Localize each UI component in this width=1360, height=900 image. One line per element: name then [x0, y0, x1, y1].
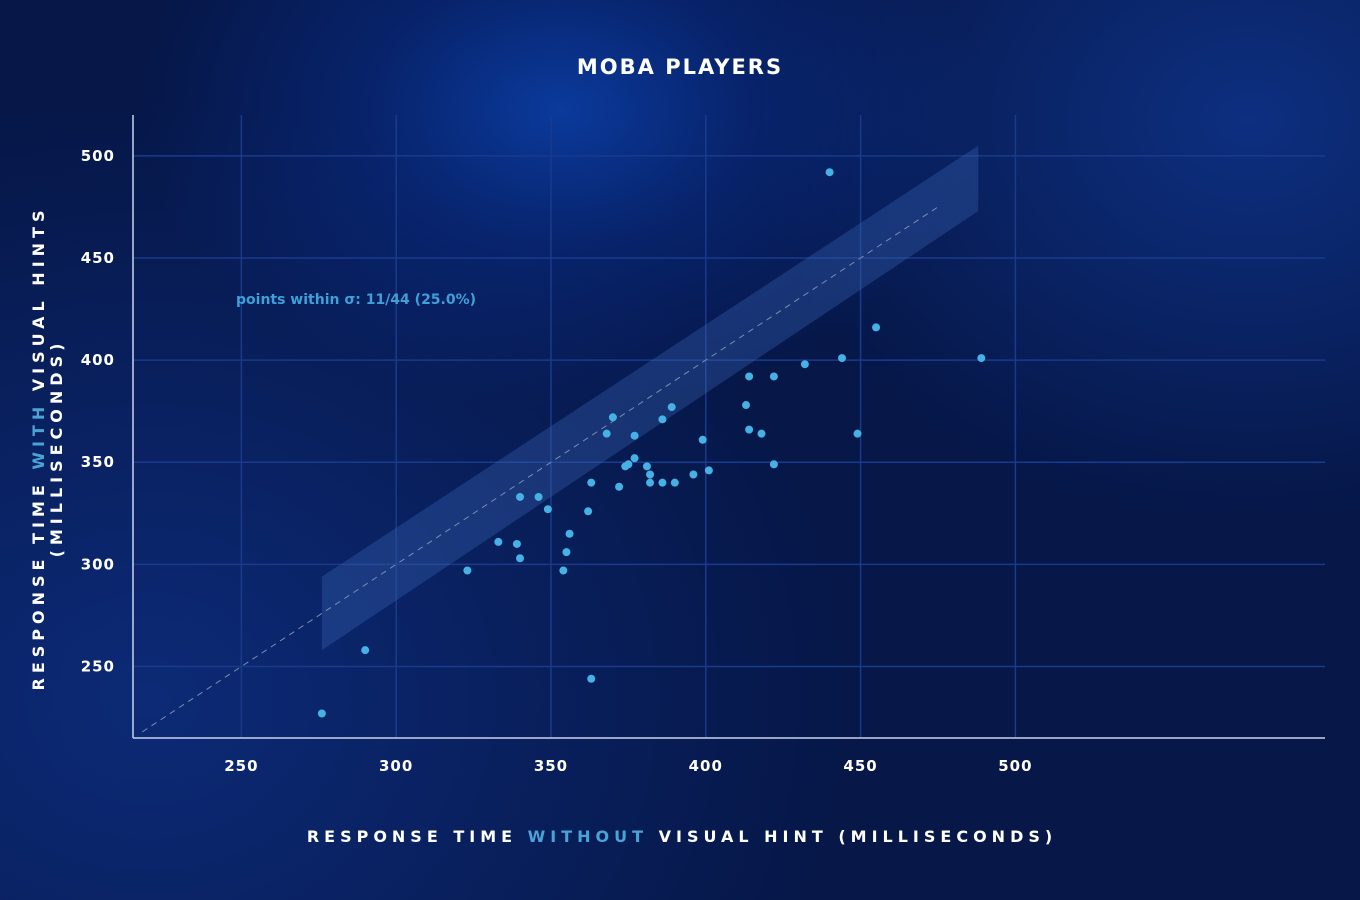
axes: [132, 115, 1325, 739]
data-point: [689, 470, 698, 479]
data-point: [516, 492, 525, 501]
identity-line: [142, 206, 939, 733]
data-point: [825, 168, 834, 177]
data-point: [494, 537, 503, 546]
data-point: [646, 478, 655, 487]
sigma-annotation: points within σ: 11/44 (25.0%): [236, 292, 476, 308]
data-point: [587, 674, 596, 683]
data-point: [977, 354, 986, 363]
x-tick-label: 350: [534, 757, 568, 775]
data-point: [559, 566, 568, 575]
data-point: [658, 415, 667, 424]
data-point: [872, 323, 881, 332]
data-point: [317, 709, 326, 718]
x-tick-label: 400: [689, 757, 723, 775]
data-point: [361, 646, 370, 655]
x-axis-title-highlight: WITHOUT: [528, 827, 648, 846]
y-axis-title-after: VISUAL HINTS: [29, 206, 48, 402]
data-point: [800, 360, 809, 369]
y-tick-label: 300: [81, 555, 115, 573]
data-points: [317, 168, 986, 718]
data-point: [853, 429, 862, 438]
sigma-band-area: [321, 145, 979, 651]
data-point: [562, 548, 571, 557]
data-point: [587, 478, 596, 487]
y-tick-label: 350: [81, 453, 115, 471]
x-axis-title: RESPONSE TIME WITHOUT VISUAL HINT (MILLI…: [307, 827, 1057, 846]
data-point: [658, 478, 667, 487]
svg-text:RESPONSE TIME WITH VISUAL HINT: RESPONSE TIME WITH VISUAL HINTS: [29, 206, 48, 691]
data-point: [742, 401, 751, 410]
data-point: [698, 435, 707, 444]
data-point: [608, 413, 617, 422]
data-point: [565, 529, 574, 538]
chart-title: MOBA PLAYERS: [577, 55, 783, 79]
data-point: [543, 505, 552, 514]
data-point: [769, 460, 778, 469]
data-point: [463, 566, 472, 575]
data-point: [670, 478, 679, 487]
y-tick-label: 250: [81, 658, 115, 676]
data-point: [838, 354, 847, 363]
data-point: [646, 470, 655, 479]
tick-labels: 250 300 350 400 450 500 250 300 350 400 450 500: [81, 147, 1032, 775]
y-tick-label: 400: [81, 351, 115, 369]
data-point: [615, 482, 624, 491]
data-point: [624, 460, 633, 469]
y-axis-title-highlight: WITH: [29, 402, 48, 470]
data-point: [630, 431, 639, 440]
y-axis-title-before: RESPONSE TIME: [29, 470, 48, 691]
data-point: [769, 372, 778, 381]
data-point: [667, 403, 676, 412]
x-tick-label: 500: [998, 757, 1032, 775]
data-point: [745, 425, 754, 434]
data-point: [642, 462, 651, 471]
data-point: [512, 539, 521, 548]
y-axis-title: RESPONSE TIME WITH VISUAL HINTS (MILLISE…: [29, 206, 66, 691]
sigma-band: [142, 145, 979, 733]
x-tick-label: 250: [224, 757, 258, 775]
data-point: [630, 454, 639, 463]
y-axis-title-line2: (MILLISECONDS): [47, 339, 66, 558]
data-point: [745, 372, 754, 381]
data-point: [602, 429, 611, 438]
y-tick-label: 450: [81, 249, 115, 267]
x-axis-title-after: VISUAL HINT (MILLISECONDS): [648, 827, 1057, 846]
data-point: [516, 554, 525, 563]
x-axis-title-before: RESPONSE TIME: [307, 827, 528, 846]
grid: [133, 115, 1325, 738]
data-point: [534, 492, 543, 501]
data-point: [584, 507, 593, 516]
y-tick-label: 500: [81, 147, 115, 165]
x-tick-label: 450: [843, 757, 877, 775]
data-point: [704, 466, 713, 475]
data-point: [757, 429, 766, 438]
x-tick-label: 300: [379, 757, 413, 775]
